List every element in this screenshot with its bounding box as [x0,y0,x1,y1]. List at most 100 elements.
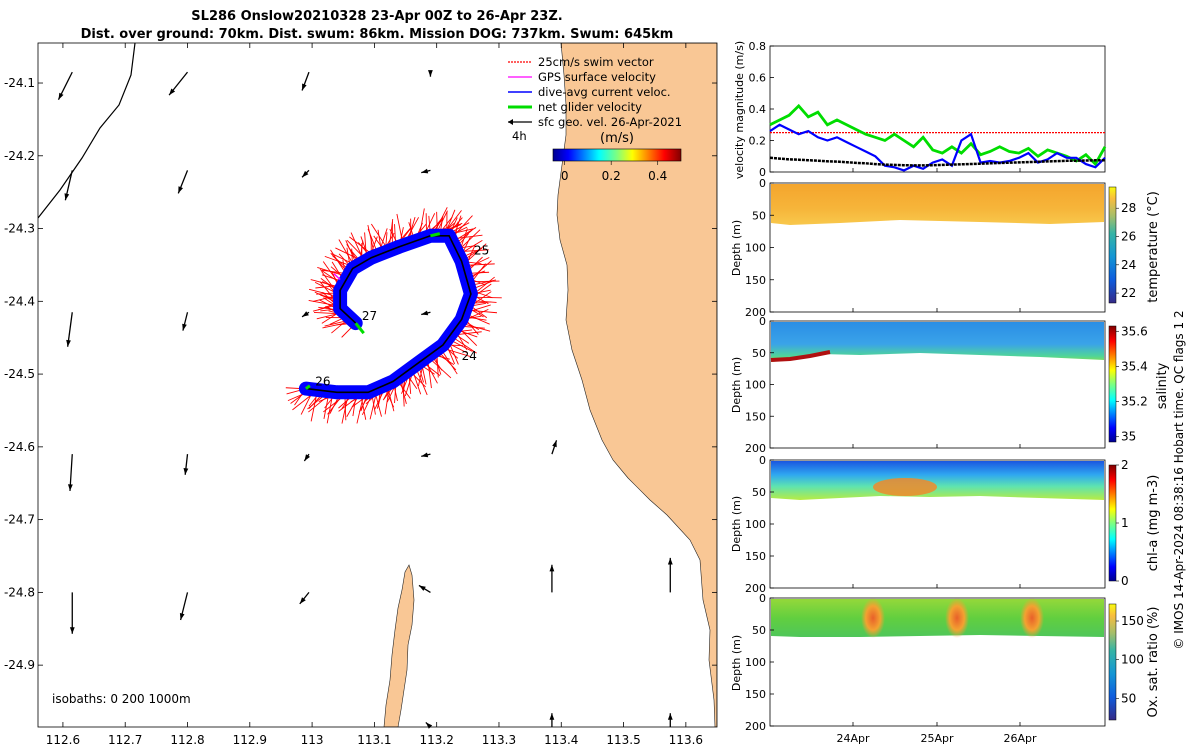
geo-vector-head [667,713,673,720]
map-xtick-label: 113.6 [669,733,703,747]
map-ytick-label: -24.9 [4,658,35,672]
date-label: 26Apr [1003,732,1037,745]
legend-geo-label: sfc geo. vel. 26-Apr-2021 [538,115,682,129]
legend-swim-label: 25cm/s swim vector [538,55,654,69]
geo-vector-head [64,193,70,201]
cbar-tick-label: 24 [1121,258,1136,272]
temperature-panel: temperature (°C) Depth (m) [730,182,1161,313]
geo-vector-head [178,186,183,194]
map-xtick-label: 113.1 [357,733,391,747]
land-island [383,564,415,727]
depth-ytick-label: 0 [759,454,766,467]
salinity-cbar-label: salinity [1155,362,1170,409]
geo-vector-head [58,92,64,100]
map-ytick-label: -24.6 [4,440,35,454]
glider-track [305,235,472,394]
map-ytick-label: -24.8 [4,585,35,599]
geo-vector-head [302,170,309,178]
colorbar-units: (m/s) [600,131,634,146]
colorbar-tick-label: 0 [561,169,569,183]
colorbar-tick-label: 0.2 [602,169,621,183]
chla-cbar-label: chl-a (mg m-3) [1146,475,1161,572]
depth-ytick-label: 50 [752,486,766,499]
cbar-tick-label: 1 [1121,516,1129,530]
depth-ytick-label: 0 [759,177,766,190]
cbar-tick-label: 0 [1121,574,1129,588]
map-xtick-label: 113.2 [419,733,453,747]
geo-vector-head [179,613,185,620]
geo-vector-head [66,339,71,347]
isobath-note: isobaths: 0 200 1000m [52,692,191,706]
oxygen-colorbar [1108,603,1117,721]
oxygen-cbar-label: Ox. sat. ratio (%) [1146,607,1161,718]
legend-dive-label: dive-avg current veloc. [538,85,671,99]
temperature-cbar-label: temperature (°C) [1146,191,1161,303]
temperature-ylabel: Depth (m) [730,220,743,276]
oxygen-ylabel: Depth (m) [730,635,743,691]
chla-field [771,461,1104,500]
oxygen-blob-3 [1020,598,1044,638]
map-xtick-label: 112.6 [46,733,80,747]
depth-ytick-label: 100 [745,518,766,531]
depth-ytick-label: 50 [752,209,766,222]
depth-ytick-label: 50 [752,624,766,637]
geo-vector-head [421,168,429,174]
geo-vector-head [549,713,555,720]
velocity-ytick-label: 0 [759,166,766,179]
depth-ytick-label: 200 [745,306,766,319]
geo-vector-head [549,564,555,572]
velocity-series [769,123,1106,172]
depth-ytick-label: 150 [745,688,766,701]
depth-ytick-label: 150 [745,410,766,423]
map-panel: 112.6 112.7 112.8 112.9 113 113.1 113.2 113.3 11… [4,42,718,747]
day-label: 25 [474,243,489,257]
depth-ytick-label: 100 [745,242,766,255]
velocity-ytick-label: 0.4 [749,103,767,116]
day-label: 27 [362,309,377,323]
title-line-2: Dist. over ground: 70km. Dist. swum: 86k… [81,27,674,42]
net-velocity-marker [354,322,365,335]
map-ytick-label: -24.7 [4,513,35,527]
depth-ytick-label: 200 [745,582,766,595]
legend-gps-label: GPS surface velocity [538,70,656,84]
title-line-1: SL286 Onslow20210328 23-Apr 00Z to 26-Ap… [191,9,562,24]
land-coast [556,43,717,727]
oxygen-field [771,599,1104,637]
map-ytick-label: -24.1 [4,76,35,90]
depth-ytick-label: 200 [745,720,766,733]
velocity-ytick-label: 0.8 [749,40,767,53]
velocity-ylabel: velocity magnitude (m/s) [733,41,746,179]
depth-ytick-label: 50 [752,347,766,360]
salinity-ylabel: Depth (m) [730,357,743,413]
depth-ytick-label: 0 [759,592,766,605]
geo-vector-head [302,311,309,317]
dive-current-vectors [298,228,478,400]
map-ytick-label: -24.2 [4,149,35,163]
cbar-tick-label: 35.2 [1121,395,1148,409]
map-xtick-label: 113.3 [482,733,516,747]
map-xtick-label: 112.9 [233,733,267,747]
geo-vector-head [667,557,673,565]
map-legend: 25cm/s swim vector GPS surface velocity … [508,55,682,183]
chla-patch [873,478,937,496]
net-velocity-start [304,384,311,390]
depth-ytick-label: 150 [745,550,766,563]
temperature-colorbar [1108,186,1117,304]
legend-net-label: net glider velocity [538,100,642,114]
oxygen-panel: Ox. sat. ratio (%) Depth (m) [730,597,1161,727]
geo-vector-head [428,70,433,77]
geo-vector-head [421,452,429,458]
oxygen-blob-1 [861,598,885,638]
cbar-tick-label: 100 [1121,653,1144,667]
geo-vector-head [302,83,307,91]
salinity-high-band [770,350,831,362]
map-ytick-label: -24.3 [4,222,35,236]
date-label: 24Apr [836,732,870,745]
cbar-tick-label: 26 [1121,230,1136,244]
depth-ytick-label: 200 [745,442,766,455]
cbar-tick-label: 35.6 [1121,324,1148,338]
salinity-colorbar [1108,325,1117,443]
geo-vector-head [425,722,433,729]
geo-vector-head [69,627,75,634]
depth-ytick-label: 100 [745,379,766,392]
